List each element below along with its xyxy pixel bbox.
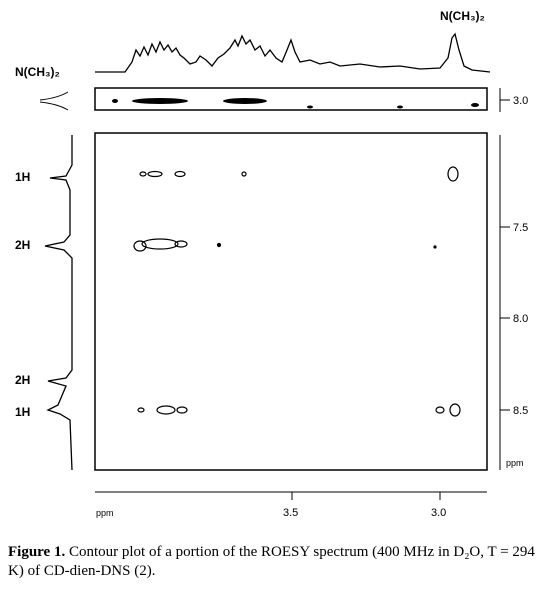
- peak-label: 1H: [15, 405, 30, 419]
- peak-label: 1H: [15, 170, 30, 184]
- right-ticks: [500, 99, 510, 411]
- left-spectrum: [44, 135, 73, 471]
- strip-spots: [112, 98, 479, 109]
- figure: N(CH₃)₂ N(CH₃)₂ 1H 2H 2H 1H 3.0 7.5 8.0 …: [15, 9, 528, 519]
- y-tick-label: 8.0: [513, 313, 528, 325]
- y-tick-label: 8.5: [513, 405, 528, 417]
- peak-label: 2H: [15, 373, 30, 387]
- left-label: N(CH₃)₂: [15, 65, 60, 79]
- peak-label: 2H: [15, 238, 30, 252]
- caption-text: Contour plot of a portion of the ROESY s…: [8, 544, 535, 579]
- x-tick-label: 3.5: [283, 507, 298, 519]
- x-tick-label: 3.0: [431, 507, 446, 519]
- strip-box: [94, 87, 488, 111]
- contour-spots: [133, 166, 461, 417]
- top-label: N(CH₃)₂: [440, 9, 485, 23]
- top-spectrum: [95, 32, 491, 73]
- x-ticks: [291, 492, 441, 500]
- contour-box: [94, 132, 488, 471]
- caption: Figure 1. Contour plot of a portion of t…: [8, 543, 553, 581]
- caption-label: Figure 1.: [8, 544, 66, 560]
- y-tick-label: 3.0: [513, 95, 528, 107]
- y-unit: ppm: [506, 458, 524, 468]
- left-mini-peak: [39, 91, 69, 111]
- y-tick-label: 7.5: [513, 222, 528, 234]
- x-unit: ppm: [96, 508, 114, 518]
